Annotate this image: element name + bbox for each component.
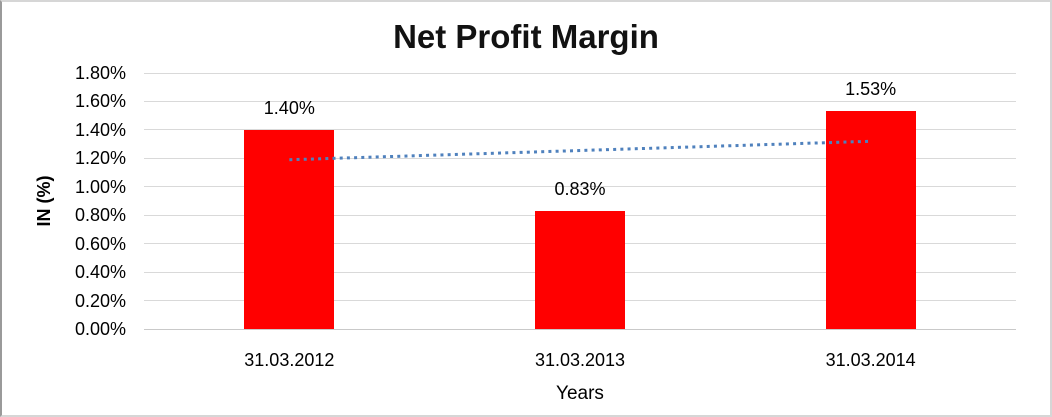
chart-title: Net Profit Margin	[393, 18, 659, 55]
y-tick-label: 0.00%	[74, 319, 126, 339]
gridline	[144, 186, 1016, 188]
gridline	[144, 100, 1016, 102]
trendline	[289, 139, 871, 162]
y-tick-label: 0.20%	[74, 290, 126, 311]
gridline	[144, 328, 1016, 330]
gridline	[144, 157, 1016, 159]
y-tick-label: 1.40%	[74, 119, 126, 140]
y-tick-label: 1.60%	[74, 91, 126, 112]
x-tick-label: 31.03.2014	[825, 350, 916, 370]
bar	[825, 111, 916, 329]
y-tick-label: 1.00%	[74, 176, 126, 197]
plot-area: 1.40% 0.83% 1.53%	[144, 72, 1016, 330]
y-tick-label: 1.20%	[74, 148, 126, 169]
x-tick-label: 31.03.2012	[244, 350, 335, 370]
y-tick-label: 1.80%	[74, 63, 126, 83]
y-tick-label: 0.40%	[74, 262, 126, 283]
bar-value-label: 1.40%	[263, 97, 315, 118]
bar-value-label: 1.53%	[845, 79, 897, 100]
gridline	[144, 72, 1016, 74]
y-tick-label: 0.60%	[74, 233, 126, 254]
bar	[244, 129, 335, 329]
trendline-layer	[289, 139, 871, 162]
x-tick-label: 31.03.2013	[534, 350, 626, 370]
bar-value-label: 0.83%	[554, 178, 606, 199]
y-tick-label: 0.80%	[74, 205, 126, 226]
x-axis-title: Years	[556, 383, 604, 404]
gridline	[144, 129, 1016, 131]
bar	[535, 210, 625, 329]
